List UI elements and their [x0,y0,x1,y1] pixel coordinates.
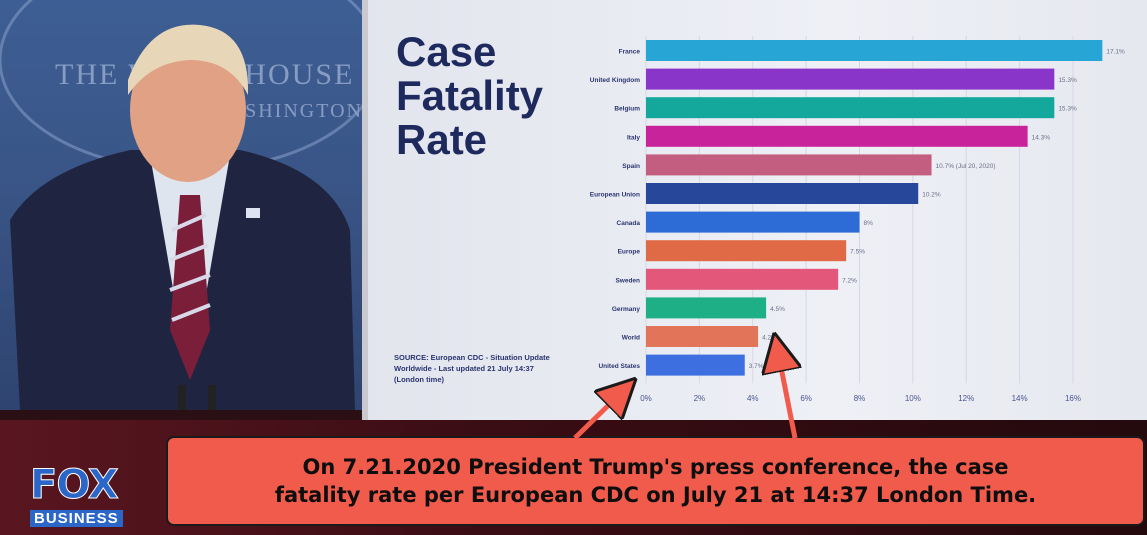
backdrop-seal-subtext: WASHINGTON [210,100,362,122]
bar-chart: 0% 2% 4% 6% 8% 10% 12% 14% 16% France 17.1% United … [590,36,1125,403]
data-label: 3.7% [749,363,764,370]
data-label: 15.3% [1058,106,1077,113]
bar [646,97,1055,119]
network-logo: FOX BUSINESS [22,462,152,530]
x-tick-label: 0% [640,394,652,403]
x-tick-label: 10% [905,394,921,403]
x-tick-label: 6% [800,394,812,403]
data-label: 4.2% [762,335,777,342]
data-label: 4.5% [770,306,785,313]
bar [646,268,839,290]
speaker-figure [0,0,362,410]
category-label: Belgium [614,106,640,113]
data-label: 10.2% [922,192,941,199]
chart-source-note: SOURCE: European CDC - Situation Update … [394,353,550,384]
category-label: Canada [617,220,641,227]
data-label: 7.5% [850,249,865,256]
data-label: 14.3% [1032,134,1051,141]
category-label: Sweden [615,277,640,284]
bar [646,183,919,204]
video-feed: THE WHITE HOUSE WASHINGTON [0,0,362,410]
category-label: World [622,335,640,342]
screen-divider [362,0,368,420]
annotation-line-1: On 7.21.2020 President Trump's press con… [302,455,1009,479]
data-label: 15.3% [1058,77,1077,84]
x-tick-label: 8% [854,394,866,403]
bar [646,211,860,233]
bar [646,40,1103,61]
bar [646,154,932,176]
x-tick-label: 14% [1012,394,1028,403]
bar [646,326,759,347]
x-tick-label: 4% [747,394,759,403]
data-label: 8% [864,220,874,227]
data-label: 10.7% (Jul 20, 2020) [936,163,996,170]
data-label: 7.2% [842,277,857,284]
annotation-callout: On 7.21.2020 President Trump's press con… [166,436,1145,526]
bar [646,297,767,319]
logo-business-text: BUSINESS [30,510,123,527]
chart-title: Case Fatality Rate [396,28,544,163]
bar [646,240,847,262]
category-label: European Union [590,192,640,199]
logo-fox-text: FOX [30,462,120,509]
bar [646,68,1055,90]
category-label: Germany [612,306,641,313]
category-label: Italy [627,134,640,141]
bar [646,354,745,376]
category-label: Europe [618,249,641,256]
category-label: United States [598,363,640,370]
x-tick-label: 2% [694,394,706,403]
data-label: 17.1% [1106,49,1125,56]
chart-slide: Case Fatality Rate SOURCE: European CDC … [368,0,1147,420]
annotation-line-2: fatality rate per European CDC on July 2… [274,483,1037,507]
category-label: Spain [622,163,640,170]
x-tick-label: 12% [958,394,974,403]
bar [646,125,1028,147]
category-label: United Kingdom [590,77,640,84]
category-label: France [619,49,641,56]
x-tick-label: 16% [1065,394,1081,403]
